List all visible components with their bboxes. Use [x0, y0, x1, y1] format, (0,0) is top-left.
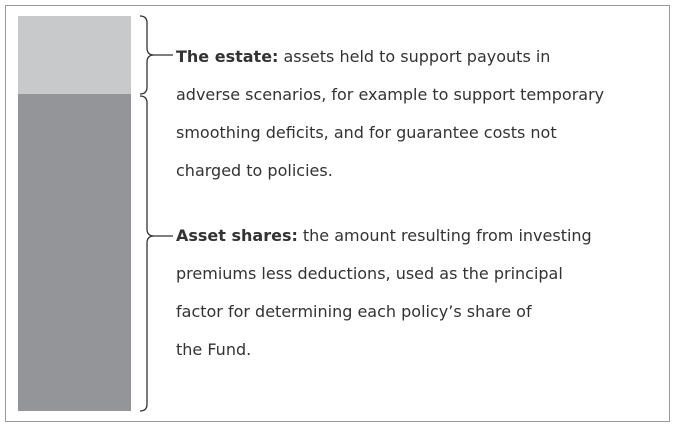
description-line: premiums less deductions, used as the pr…	[176, 264, 563, 283]
description-text: the amount resulting from investing	[303, 226, 592, 245]
asset-shares-brace	[139, 95, 173, 412]
description-text: charged to policies.	[176, 161, 333, 180]
description-line: the Fund.	[176, 340, 251, 359]
description-line: smoothing deficits, and for guarantee co…	[176, 123, 557, 142]
description-text: the Fund.	[176, 340, 251, 359]
term: Asset shares:	[176, 226, 298, 245]
description-text: assets held to support payouts in	[283, 47, 550, 66]
description-text: adverse scenarios, for example to suppor…	[176, 85, 604, 104]
frame	[5, 5, 670, 422]
description-line: Asset shares: the amount resulting from i…	[176, 226, 592, 245]
description-line: charged to policies.	[176, 161, 333, 180]
description-line: adverse scenarios, for example to suppor…	[176, 85, 604, 104]
description-text: factor for determining each policy’s sha…	[176, 302, 532, 321]
description-line: The estate: assets held to support payout…	[176, 47, 550, 66]
description-text: premiums less deductions, used as the pr…	[176, 264, 563, 283]
estate-block	[18, 16, 131, 94]
description-text: smoothing deficits, and for guarantee co…	[176, 123, 557, 142]
estate-brace	[139, 15, 173, 95]
description-line: factor for determining each policy’s sha…	[176, 302, 532, 321]
term: The estate:	[176, 47, 278, 66]
descriptions: The estate: assets held to support payout…	[176, 47, 604, 359]
asset-shares-block	[18, 94, 131, 411]
